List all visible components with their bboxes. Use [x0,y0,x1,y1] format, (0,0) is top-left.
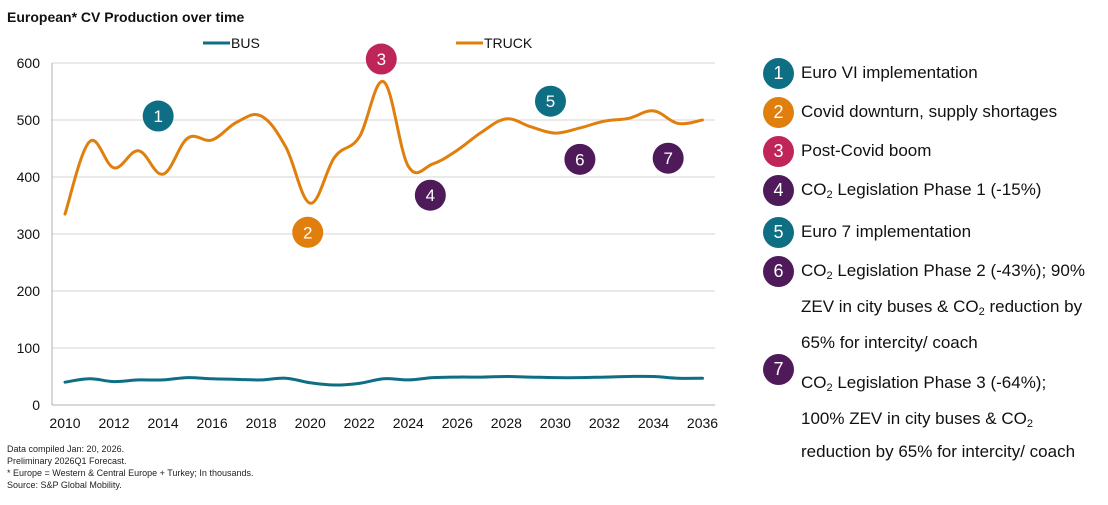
note-badge: 3 [763,136,794,167]
marker-circle [365,43,397,75]
series-lines [63,80,704,387]
series-line-truck [63,80,704,216]
footnote: Preliminary 2026Q1 Forecast. [7,456,127,466]
note-text: ZEV in city buses & CO2 reduction by [801,297,1083,318]
note-text: CO2 Legislation Phase 1 (-15%) [801,180,1042,201]
note-text: 100% ZEV in city buses & CO2 [801,409,1033,430]
marker-circle [142,100,174,132]
note-text: reduction by 65% for intercity/ coach [801,442,1076,461]
note-text: 65% for intercity/ coach [801,333,978,352]
y-tick-label: 100 [17,340,41,356]
y-tick-label: 500 [17,112,41,128]
annotation-marker-1: 1 [142,100,174,132]
footnotes: Data compiled Jan: 20, 2026. Preliminary… [7,443,253,491]
marker-number: 4 [426,186,435,205]
gridlines [51,62,715,406]
marker-circle [292,216,324,248]
note-badge: 7 [763,354,794,385]
annotation-markers: 1 2 3 4 5 6 7 [142,43,684,248]
series-line-bus [63,374,704,387]
x-tick-label: 2036 [687,415,718,431]
marker-number: 6 [575,150,584,169]
marker-number: 1 [153,107,162,126]
marker-circle [534,85,566,117]
x-tick-label: 2030 [540,415,571,431]
marker-number: 7 [663,149,672,168]
y-tick-label: 600 [17,55,41,71]
note-text: Post-Covid boom [801,141,932,160]
legend-label-bus: BUS [231,35,260,51]
annotation-marker-4: 4 [414,179,446,211]
legend-label-truck: TRUCK [484,35,533,51]
marker-number: 3 [377,50,386,69]
footnote: * Europe = Western & Central Europe + Tu… [7,468,254,478]
series-legend: BUS TRUCK [203,35,533,51]
x-tick-label: 2010 [49,415,80,431]
y-tick-label: 200 [17,283,41,299]
note-badge: 4 [763,175,794,206]
annotation-marker-7: 7 [652,142,684,174]
x-axis-ticks: 2010 2012 2014 2016 2018 2020 2022 2024 2026 2028… [49,415,718,431]
y-axis-ticks: 0 100 200 300 400 500 600 [17,55,41,413]
y-tick-label: 400 [17,169,41,185]
note-text: Euro VI implementation [801,63,978,82]
x-tick-label: 2014 [147,415,178,431]
marker-number: 5 [546,92,555,111]
marker-circle [652,142,684,174]
footnote: Data compiled Jan: 20, 2026. [7,444,125,454]
marker-number: 2 [303,223,312,242]
annotation-marker-6: 6 [564,143,596,175]
x-tick-label: 2020 [295,415,326,431]
x-tick-label: 2026 [442,415,473,431]
y-tick-label: 0 [32,397,40,413]
marker-circle [564,143,596,175]
note-text: Euro 7 implementation [801,222,972,241]
line-chart: 0 100 200 300 400 500 600 2010 2012 2014 2016 2018… [17,35,719,431]
note-badge: 6 [763,256,794,287]
annotation-marker-2: 2 [292,216,324,248]
x-tick-label: 2012 [98,415,129,431]
note-badge: 1 [763,58,794,89]
note-text: Covid downturn, supply shortages [801,102,1058,121]
footnote: Source: S&P Global Mobility. [7,480,122,490]
note-text: CO2 Legislation Phase 3 (-64%); [801,373,1047,394]
x-tick-label: 2022 [344,415,375,431]
chart-title: European* CV Production over time [7,9,245,25]
x-tick-label: 2018 [246,415,277,431]
x-tick-label: 2032 [589,415,620,431]
x-tick-label: 2016 [197,415,228,431]
annotation-marker-3: 3 [365,43,397,75]
x-tick-label: 2028 [491,415,522,431]
y-tick-label: 300 [17,226,41,242]
marker-circle [414,179,446,211]
note-text: CO2 Legislation Phase 2 (-43%); 90% [801,261,1085,282]
x-tick-label: 2024 [393,415,424,431]
x-tick-label: 2034 [638,415,669,431]
annotation-marker-5: 5 [534,85,566,117]
note-badge: 5 [763,217,794,248]
note-badge: 2 [763,97,794,128]
